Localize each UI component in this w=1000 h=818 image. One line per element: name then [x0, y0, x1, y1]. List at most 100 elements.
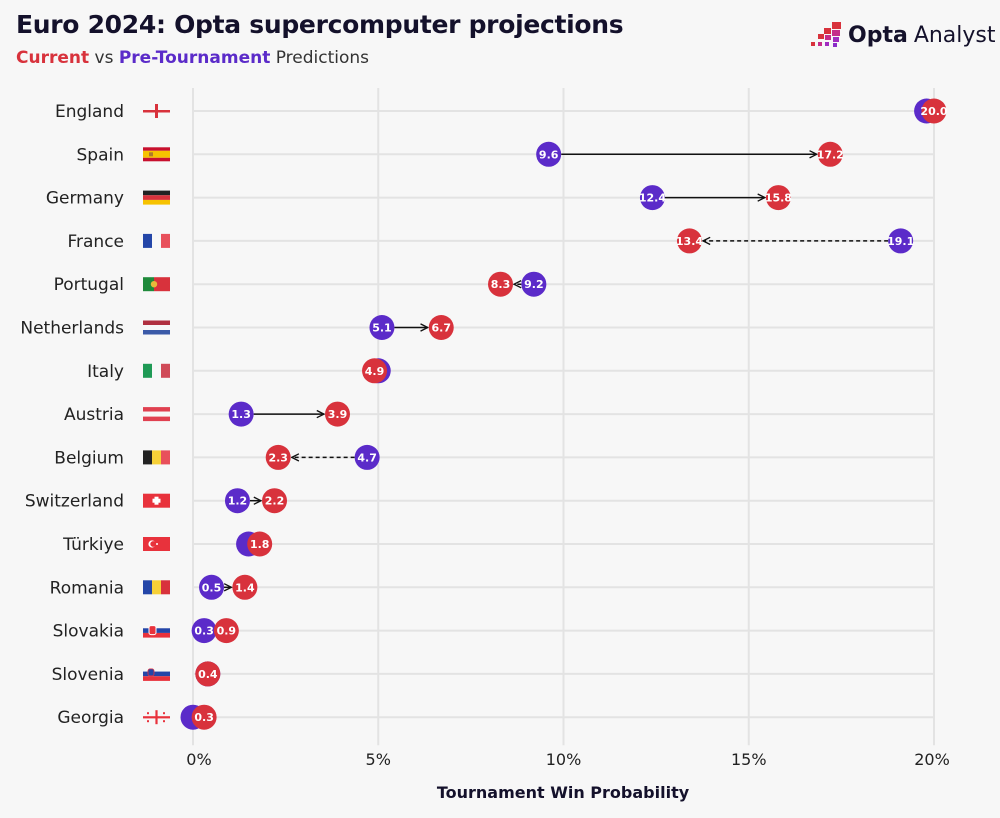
country-label: Romania — [50, 578, 124, 598]
current-dot — [817, 141, 843, 167]
country-label: Slovenia — [52, 665, 124, 685]
legend-current: Current — [16, 48, 90, 68]
belgium-flag-icon — [143, 450, 170, 465]
current-label: 13.4 — [676, 235, 703, 248]
x-tick-label: 5% — [366, 750, 391, 769]
logo-brand: Opta — [848, 22, 908, 48]
chart-title: Euro 2024: Opta supercomputer projection… — [16, 10, 624, 39]
country-label: Slovakia — [53, 622, 124, 642]
italy-flag-icon — [143, 363, 170, 378]
current-dot — [191, 704, 217, 730]
row-turkiye: Türkiye 1.8 — [62, 531, 273, 557]
pre-tournament-label: 9.6 — [539, 148, 559, 161]
country-label: Switzerland — [25, 492, 124, 512]
row-italy: Italy 4.9 — [87, 358, 391, 384]
current-dot — [362, 358, 388, 384]
current-dot — [247, 531, 273, 557]
current-label: 6.7 — [431, 322, 451, 335]
country-label: France — [67, 232, 124, 252]
row-slovakia: Slovakia 0.3 0.9 — [53, 618, 239, 644]
current-label: 8.3 — [491, 278, 511, 291]
row-georgia: Georgia 0.3 — [57, 704, 217, 730]
row-austria: Austria 1.3 3.9 — [64, 401, 350, 427]
pre-tournament-label: 1.3 — [231, 408, 251, 421]
legend-rest: Predictions — [270, 48, 370, 68]
austria-flag-icon — [143, 407, 170, 422]
pre-tournament-dot — [888, 228, 914, 254]
opta-analyst-logo: Opta Analyst — [810, 22, 996, 48]
current-label: 17.2 — [817, 148, 844, 161]
row-switzerland: Switzerland 1.2 2.2 — [25, 488, 288, 514]
row-slovenia: Slovenia 0.4 — [52, 661, 221, 687]
row-germany: Germany 12.4 15.8 — [46, 185, 792, 211]
row-romania: Romania 0.5 1.4 — [50, 574, 258, 600]
current-dot — [428, 315, 454, 340]
country-label: Georgia — [57, 708, 124, 728]
country-label: Austria — [64, 405, 124, 425]
x-tick-label: 0% — [186, 750, 211, 769]
slovenia-flag-icon — [143, 666, 170, 681]
romania-flag-icon — [143, 580, 170, 595]
pre-tournament-label: 1.2 — [228, 495, 248, 508]
pre-tournament-dot — [228, 401, 254, 427]
pre-tournament-dot — [521, 271, 547, 297]
logo-mark-icon — [811, 22, 841, 47]
portugal-flag-icon — [143, 277, 170, 292]
legend-pre: Pre-Tournament — [118, 48, 271, 68]
current-dot — [262, 488, 288, 514]
country-label: Germany — [46, 189, 124, 209]
current-dot — [232, 574, 258, 600]
x-tick-label: 20% — [914, 750, 950, 769]
country-label: Italy — [87, 362, 124, 382]
x-axis-label: Tournament Win Probability — [437, 783, 690, 802]
pre-tournament-label: 4.7 — [357, 451, 377, 464]
current-label: 3.9 — [328, 408, 348, 421]
current-label: 4.9 — [365, 365, 385, 378]
country-label: Türkiye — [62, 535, 124, 555]
current-dot — [921, 98, 947, 124]
legend-vs: vs — [89, 48, 119, 68]
current-label: 15.8 — [765, 192, 792, 205]
current-dot — [265, 444, 291, 470]
current-label: 20.0 — [920, 105, 947, 118]
pre-tournament-dot — [639, 185, 665, 211]
france-flag-icon — [143, 233, 170, 248]
row-england: England 20.0 — [55, 98, 948, 124]
switzerland-flag-icon — [143, 493, 170, 508]
logo-product: Analyst — [913, 22, 996, 48]
current-dot — [324, 401, 350, 427]
spain-flag-icon — [143, 147, 170, 162]
row-netherlands: Netherlands 5.1 6.7 — [20, 315, 454, 340]
pre-tournament-label: 19.1 — [887, 235, 914, 248]
current-label: 1.4 — [235, 581, 255, 594]
turkiye-flag-icon — [143, 537, 170, 551]
current-label: 1.8 — [250, 538, 270, 551]
country-label: Portugal — [54, 275, 124, 295]
england-flag-icon — [143, 104, 170, 118]
georgia-flag-icon — [143, 710, 170, 725]
row-spain: Spain 9.6 17.2 — [77, 141, 844, 167]
country-label: Belgium — [54, 448, 124, 468]
current-label: 0.4 — [198, 668, 218, 681]
current-dot — [676, 228, 702, 254]
current-dot — [488, 271, 514, 297]
current-label: 2.2 — [265, 495, 285, 508]
country-label: England — [55, 102, 124, 122]
pre-tournament-dot — [224, 488, 250, 514]
current-dot — [765, 185, 791, 211]
netherlands-flag-icon — [143, 320, 170, 335]
chart-subtitle: Current vs Pre-Tournament Predictions — [16, 48, 369, 68]
pre-tournament-dot — [354, 444, 380, 470]
pre-tournament-dot — [369, 315, 395, 340]
pre-tournament-dot — [536, 141, 562, 167]
pre-tournament-label: 9.2 — [524, 278, 544, 291]
current-label: 2.3 — [268, 451, 288, 464]
germany-flag-icon — [143, 190, 170, 205]
slovakia-flag-icon — [143, 623, 170, 638]
pre-tournament-dot — [199, 574, 225, 600]
x-tick-label: 10% — [546, 750, 582, 769]
country-label: Netherlands — [20, 319, 124, 339]
country-label: Spain — [77, 145, 125, 165]
